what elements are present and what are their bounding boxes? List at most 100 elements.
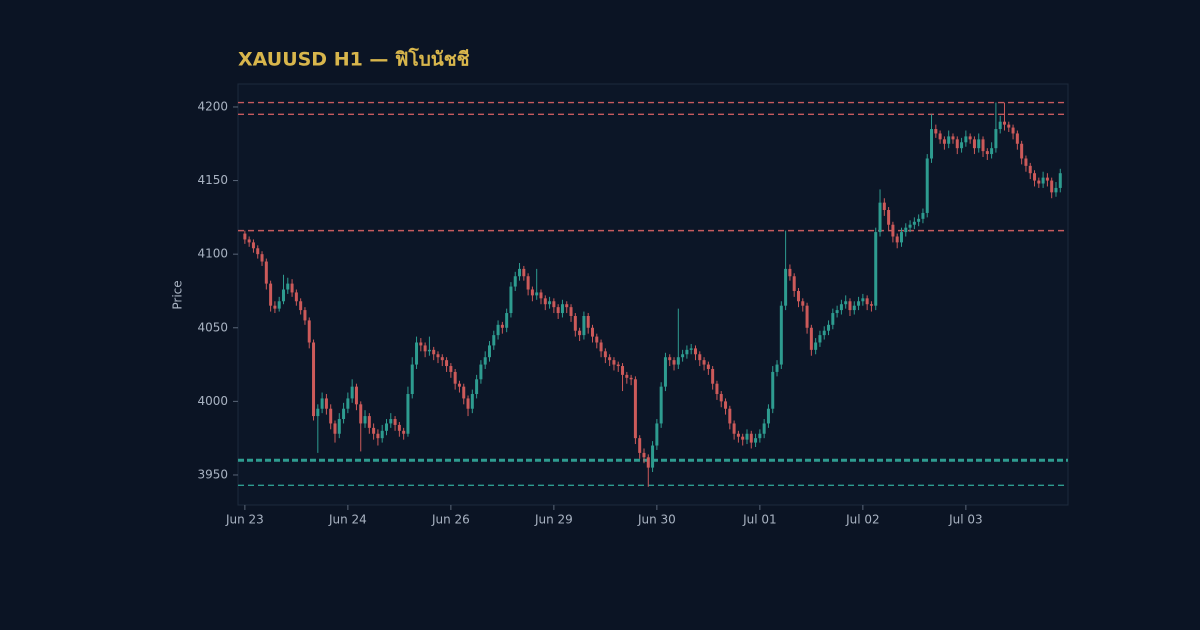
candle-body (509, 286, 513, 314)
y-tick-label: 4000 (197, 394, 228, 408)
candle-body (977, 139, 981, 149)
candle-body (264, 261, 268, 284)
candle-body (277, 301, 281, 309)
candle-body (633, 379, 637, 439)
candle-body (792, 276, 796, 291)
candle-body (874, 232, 878, 306)
candle-body (556, 307, 560, 314)
candle-body (693, 348, 697, 355)
x-tick-label: Jul 02 (845, 513, 880, 527)
candle-body (955, 139, 959, 149)
x-tick-label: Jun 26 (431, 513, 470, 527)
candle-body (732, 423, 736, 434)
candle-body (251, 242, 255, 249)
candle-body (350, 386, 354, 399)
chart-title: XAUUSD H1 — ฟิโบนัชชี (238, 48, 470, 71)
candle-body (492, 335, 496, 346)
candle-body (243, 233, 247, 240)
candle-body (839, 304, 843, 311)
candle-body (1037, 180, 1041, 184)
candle-body (638, 438, 642, 453)
candle-body (1011, 127, 1015, 134)
candle-body (427, 349, 431, 352)
candle-body (814, 342, 818, 350)
candle-body (827, 324, 831, 331)
candle-body (372, 427, 376, 434)
candle-body (681, 354, 685, 358)
candle-body (651, 445, 655, 468)
y-tick-label: 4150 (197, 173, 228, 187)
candle-body (384, 423, 388, 431)
candle-body (560, 304, 564, 314)
candle-body (548, 301, 552, 305)
candle-body (286, 283, 290, 290)
candle-body (354, 386, 358, 405)
candle-body (749, 433, 753, 443)
candle-body (457, 383, 461, 387)
candle-body (805, 305, 809, 328)
candle-body (964, 136, 968, 143)
candle-body (1045, 177, 1049, 181)
candle-body (685, 349, 689, 355)
candle-body (487, 345, 491, 358)
candle-body (1041, 177, 1045, 184)
candle-body (1002, 121, 1006, 125)
candle-body (406, 394, 410, 434)
candle-body (938, 133, 942, 140)
candle-body (947, 136, 951, 144)
candle-body (569, 307, 573, 316)
candle-body (423, 345, 427, 352)
candle-body (526, 276, 530, 290)
candle-body (869, 304, 873, 306)
candle-body (436, 354, 440, 358)
x-tick-label: Jun 29 (534, 513, 573, 527)
y-tick-label: 3950 (197, 467, 228, 481)
candle-body (1054, 187, 1058, 193)
candle-body (930, 129, 934, 159)
candle-body (256, 248, 260, 255)
candle-body (316, 408, 320, 417)
candle-body (715, 383, 719, 395)
candle-body (410, 364, 414, 395)
candle-body (445, 360, 449, 367)
candle-body (702, 360, 706, 365)
candle-body (912, 221, 916, 225)
candle-body (698, 354, 702, 361)
candle-body (689, 348, 693, 350)
candle-body (466, 398, 470, 409)
y-axis-label: Price (171, 280, 185, 309)
candle-body (882, 202, 886, 211)
candle-body (1058, 173, 1062, 188)
candle-body (994, 129, 998, 149)
candle-body (616, 364, 620, 367)
candle-body (981, 139, 985, 152)
candle-body (925, 158, 929, 213)
candle-body (818, 335, 822, 343)
x-tick-label: Jun 30 (637, 513, 676, 527)
candle-body (998, 121, 1002, 130)
candle-body (848, 301, 852, 311)
candle-body (779, 305, 783, 365)
candle-body (453, 371, 457, 384)
candle-body (844, 301, 848, 305)
candle-body (968, 136, 972, 140)
candle-body (985, 151, 989, 155)
candle-body (462, 386, 466, 399)
candle-body (247, 239, 251, 243)
candle-body (646, 457, 650, 468)
candle-body (535, 292, 539, 296)
candle-body (367, 416, 371, 428)
candle-body (762, 423, 766, 434)
candle-body (397, 424, 401, 431)
candle-body (788, 268, 792, 277)
candle-body (711, 368, 715, 384)
candle-body (539, 292, 543, 299)
candle-body (960, 142, 964, 149)
candle-body (346, 398, 350, 409)
candle-body (470, 394, 474, 409)
candle-body (333, 423, 337, 434)
candle-body (320, 398, 324, 409)
candle-body (887, 210, 891, 225)
candle-body (1020, 143, 1024, 159)
candle-body (796, 290, 800, 302)
